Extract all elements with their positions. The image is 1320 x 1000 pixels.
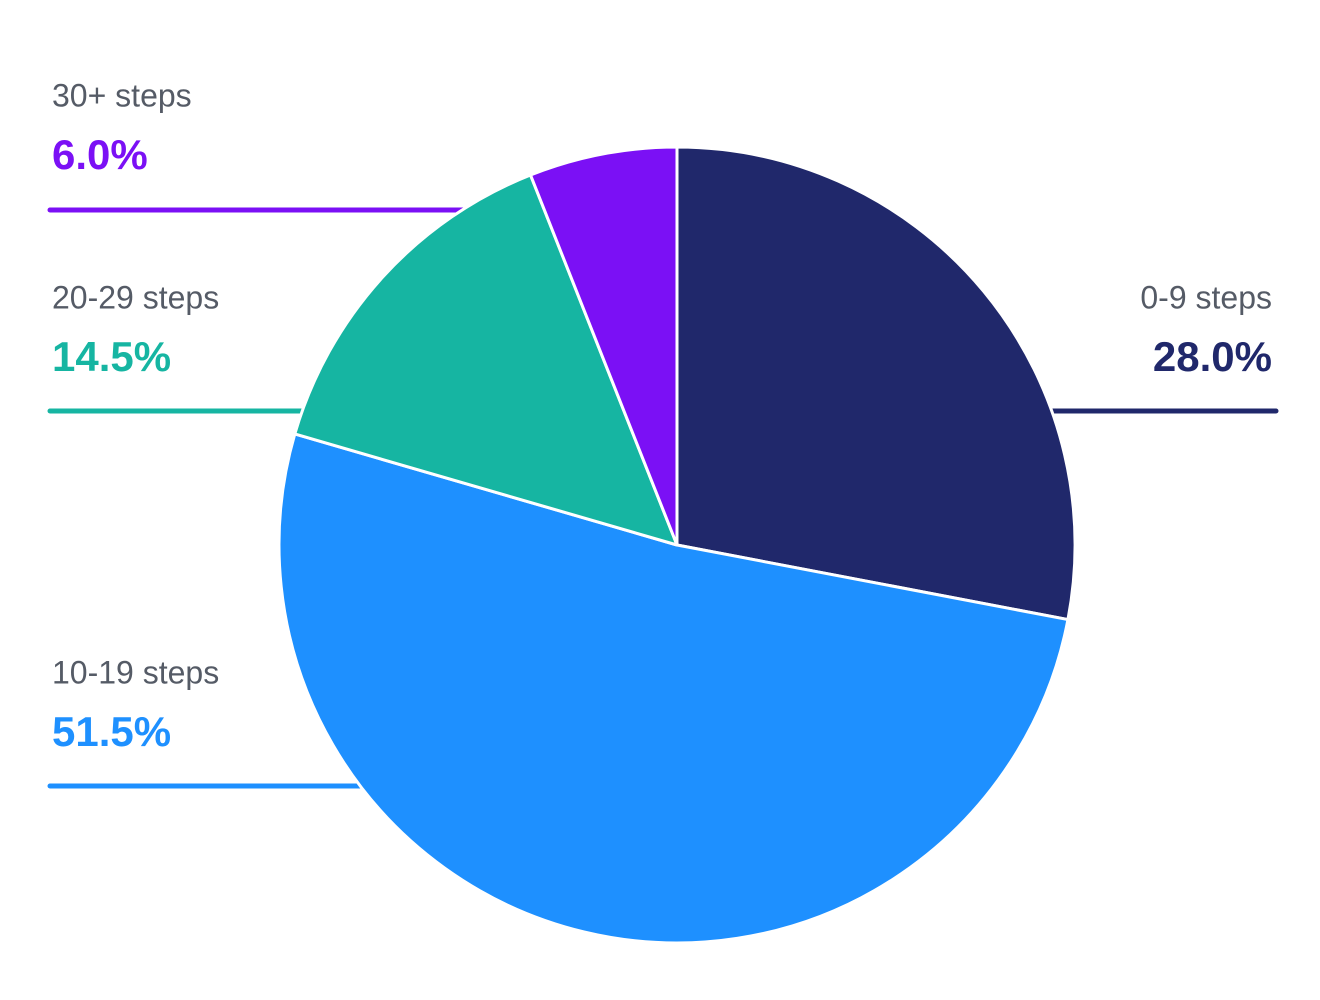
slice-value-30plus-steps: 6.0% — [52, 131, 148, 178]
pie-slice-30plus-steps — [528, 145, 679, 547]
pie-slices — [277, 145, 1077, 945]
slice-value-20-29-steps: 14.5% — [52, 333, 171, 380]
slice-value-0-9-steps: 28.0% — [1153, 333, 1272, 380]
pie-slice-0-9-steps — [675, 145, 1077, 622]
slice-label-10-19-steps: 10-19 steps — [52, 654, 219, 690]
slice-labels: 0-9 steps 28.0% 10-19 steps 51.5% 20-29 step… — [52, 77, 1272, 755]
slice-label-30plus-steps: 30+ steps — [52, 77, 192, 113]
pie-slice-20-29-steps — [293, 173, 679, 547]
slice-value-10-19-steps: 51.5% — [52, 708, 171, 755]
pie-slice-10-19-steps — [277, 432, 1070, 945]
slice-label-0-9-steps: 0-9 steps — [1140, 279, 1272, 315]
slice-label-20-29-steps: 20-29 steps — [52, 279, 219, 315]
